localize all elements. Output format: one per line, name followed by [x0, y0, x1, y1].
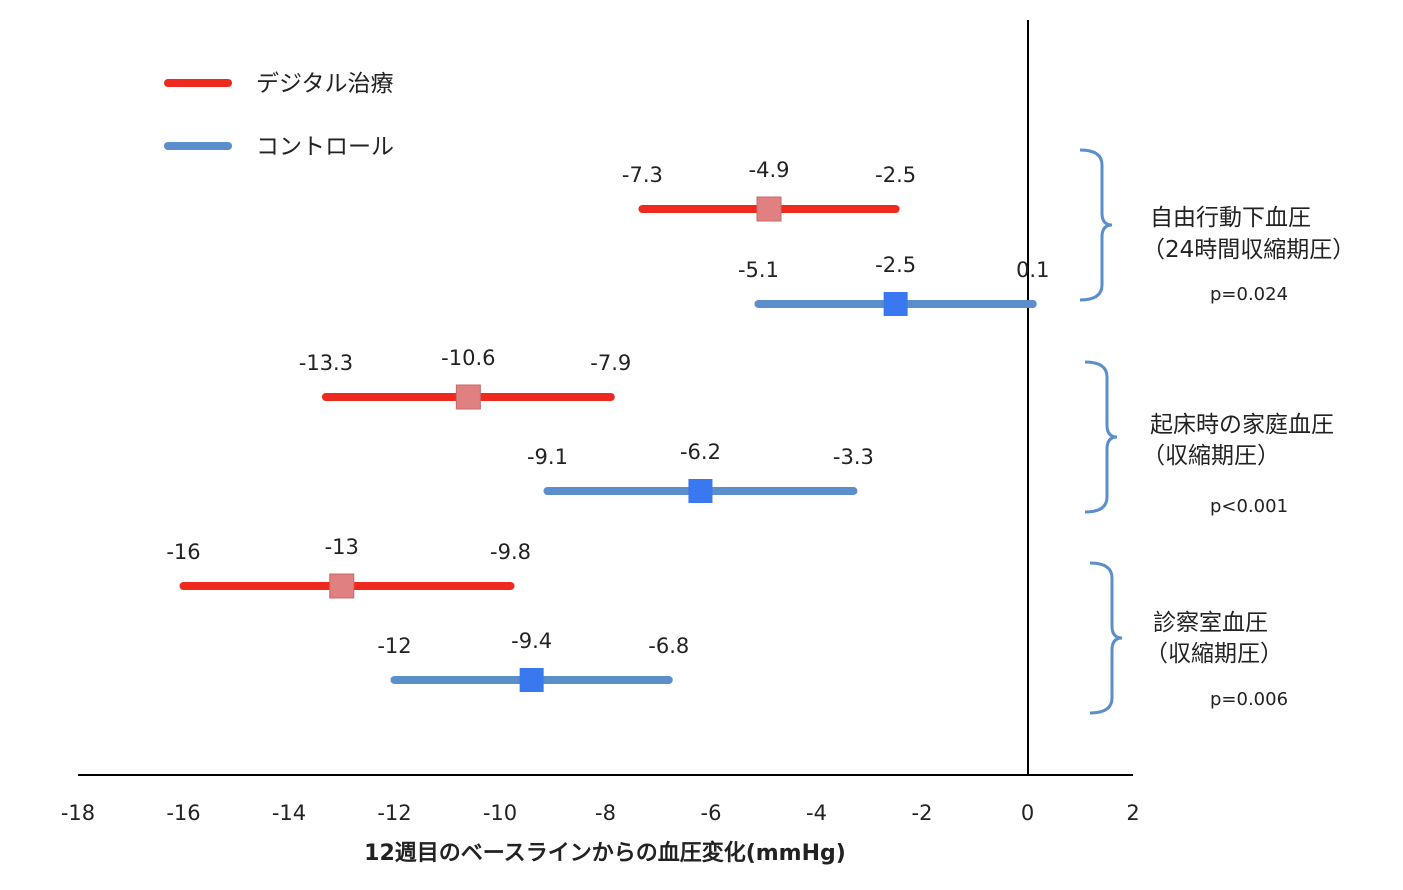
ci-lower-label: -7.3 — [622, 163, 663, 187]
row-control: -9.1 -6.2 -3.3 — [527, 440, 874, 503]
legend: デジタル治療 コントロール — [164, 71, 394, 160]
group-subtitle: （24時間収縮期圧） — [1142, 237, 1355, 263]
legend-label-treatment: デジタル治療 — [256, 71, 394, 97]
group-title: 自由行動下血圧 — [1150, 205, 1311, 231]
x-tick-label: -4 — [806, 801, 827, 825]
ci-lower-label: -12 — [377, 634, 411, 658]
point-label: -13 — [325, 535, 359, 559]
group-brace — [1084, 360, 1118, 514]
group-2: 診察室血圧 （収縮期圧） p=0.006 — [1089, 561, 1288, 715]
x-tick-label: -14 — [272, 801, 306, 825]
x-tick-label: -2 — [912, 801, 933, 825]
ci-upper-label: -6.8 — [648, 634, 689, 658]
group-brace — [1079, 148, 1113, 302]
ci-lower-label: -9.1 — [527, 445, 568, 469]
point-label: -6.2 — [680, 440, 721, 464]
group-title: 診察室血圧 — [1153, 610, 1268, 636]
ci-lower-label: -16 — [166, 540, 200, 564]
point-label: -4.9 — [749, 158, 790, 182]
ci-upper-label: 0.1 — [1016, 258, 1049, 282]
row-treatment: -16 -13 -9.8 — [166, 535, 531, 599]
point-estimate-marker — [756, 196, 782, 222]
group-0: 自由行動下血圧 （24時間収縮期圧） p=0.024 — [1079, 148, 1355, 305]
group-subtitle: （収縮期圧） — [1142, 443, 1280, 469]
row-treatment: -7.3 -4.9 -2.5 — [622, 158, 916, 222]
x-tick-label: -16 — [166, 801, 200, 825]
p-value: p=0.024 — [1210, 284, 1288, 305]
ci-lower-label: -13.3 — [299, 351, 353, 375]
row-control: -12 -9.4 -6.8 — [377, 629, 689, 692]
ci-upper-label: -2.5 — [875, 163, 916, 187]
point-label: -9.4 — [511, 629, 552, 653]
point-estimate-marker — [455, 384, 481, 410]
ci-upper-label: -9.8 — [490, 540, 531, 564]
x-tick-labels: -18 -16 -14 -12 -10 -8 -6 -4 -2 0 2 — [61, 801, 1140, 825]
forest-rows: -7.3 -4.9 -2.5 -5.1 -2.5 0.1 -13.3 -10.6 -7.9 -9.… — [166, 158, 1049, 692]
group-annotations: 自由行動下血圧 （24時間収縮期圧） p=0.024 起床時の家庭血圧 （収縮期圧） p<… — [1079, 148, 1355, 715]
p-value: p<0.001 — [1210, 496, 1288, 517]
x-tick-label: -8 — [595, 801, 616, 825]
group-1: 起床時の家庭血圧 （収縮期圧） p<0.001 — [1084, 360, 1334, 517]
ci-upper-label: -3.3 — [833, 445, 874, 469]
p-value: p=0.006 — [1210, 689, 1288, 710]
point-estimate-marker — [329, 573, 355, 599]
x-tick-label: -6 — [701, 801, 722, 825]
x-tick-label: -18 — [61, 801, 95, 825]
x-axis-label: 12週目のベースラインからの血圧変化(mmHg) — [364, 840, 846, 866]
x-tick-label: -12 — [377, 801, 411, 825]
row-treatment: -13.3 -10.6 -7.9 — [299, 346, 631, 410]
group-brace — [1089, 561, 1123, 715]
x-tick-label: 0 — [1021, 801, 1034, 825]
point-estimate-marker — [519, 668, 544, 692]
ci-lower-label: -5.1 — [738, 258, 779, 282]
group-subtitle: （収縮期圧） — [1145, 641, 1283, 667]
point-estimate-marker — [688, 479, 713, 503]
group-title: 起床時の家庭血圧 — [1150, 412, 1334, 438]
ci-upper-label: -7.9 — [590, 351, 631, 375]
point-label: -10.6 — [441, 346, 495, 370]
x-tick-label: -10 — [483, 801, 517, 825]
x-tick-label: 2 — [1126, 801, 1139, 825]
legend-label-control: コントロール — [256, 134, 394, 160]
row-control: -5.1 -2.5 0.1 — [738, 253, 1049, 316]
point-label: -2.5 — [875, 253, 916, 277]
point-estimate-marker — [883, 292, 908, 316]
